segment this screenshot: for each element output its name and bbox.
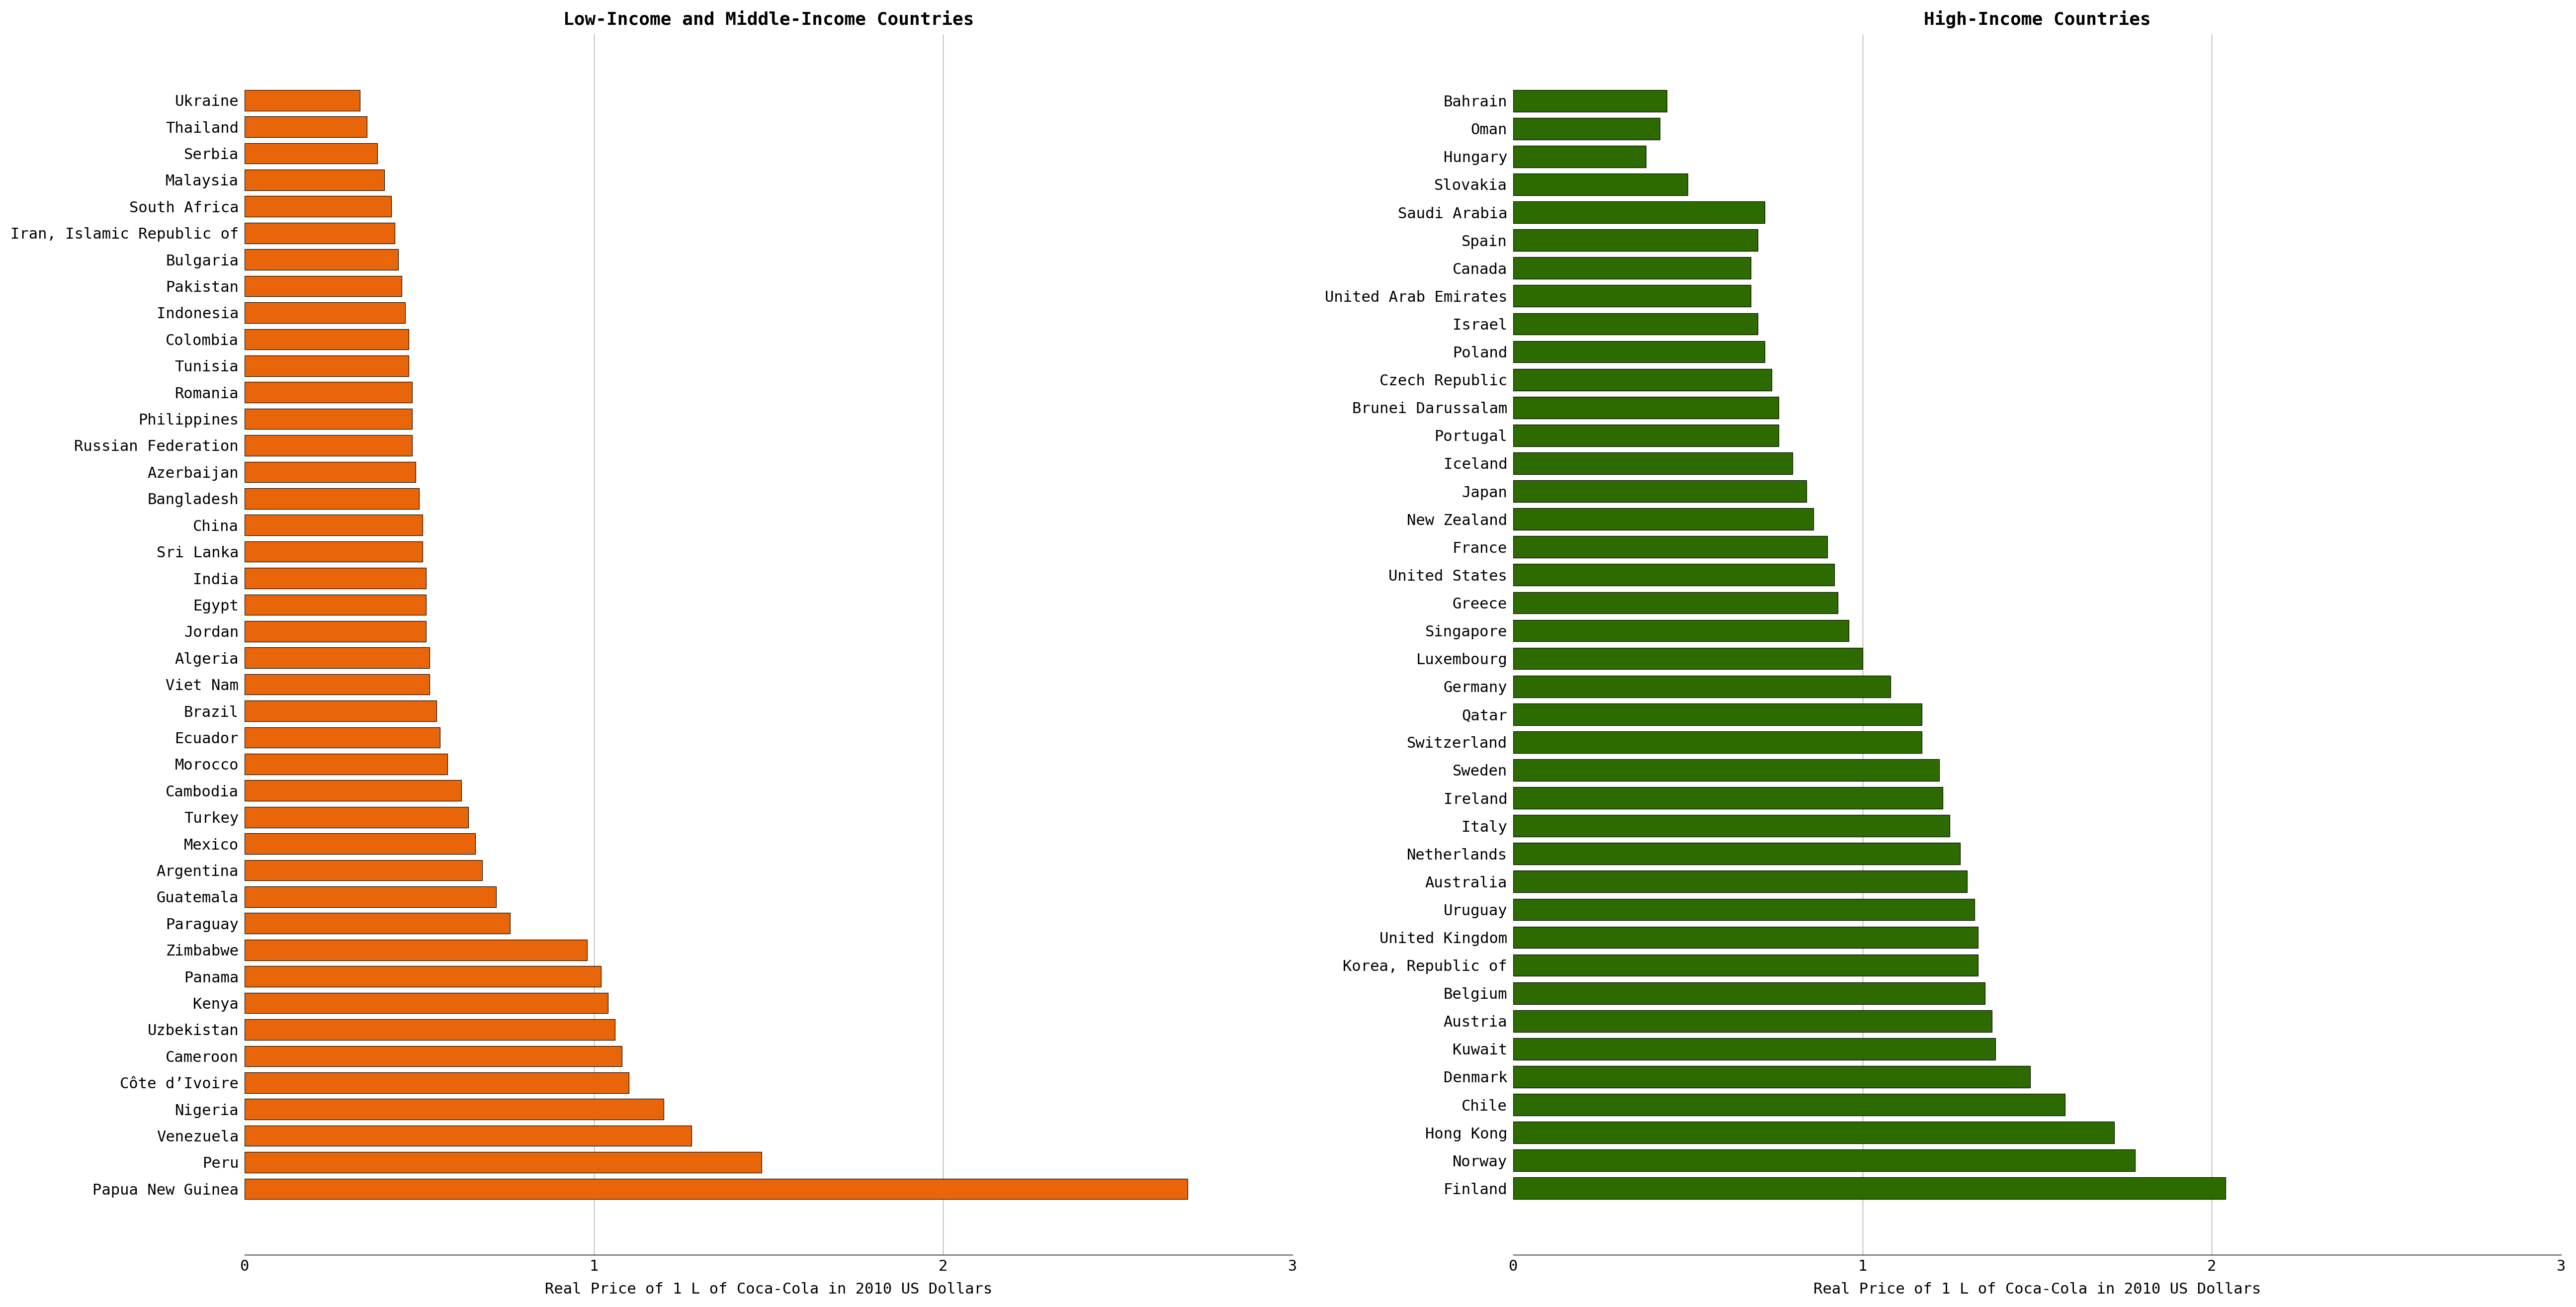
Bar — [245, 90, 361, 111]
Bar — [245, 116, 366, 137]
Bar — [1512, 312, 1757, 335]
Bar — [1512, 620, 1850, 642]
Bar — [1512, 1121, 2115, 1144]
Bar — [245, 142, 376, 163]
Bar — [1512, 927, 1978, 949]
Bar — [245, 701, 438, 721]
Bar — [245, 489, 420, 508]
Bar — [245, 1099, 665, 1120]
Bar — [1512, 118, 1659, 140]
Bar — [1512, 843, 1960, 865]
Bar — [1512, 174, 1687, 195]
Bar — [245, 754, 448, 775]
Bar — [1512, 676, 1891, 697]
Bar — [245, 356, 410, 376]
Bar — [245, 727, 440, 748]
Bar — [245, 940, 587, 961]
Bar — [245, 515, 422, 536]
Bar — [245, 382, 412, 403]
Bar — [245, 780, 461, 801]
Bar — [245, 1125, 693, 1146]
Bar — [245, 674, 430, 695]
Bar — [1512, 870, 1968, 893]
Bar — [1512, 536, 1826, 558]
Bar — [1512, 341, 1765, 362]
Bar — [1512, 1067, 2030, 1087]
Bar — [245, 276, 402, 297]
Bar — [1512, 90, 1667, 111]
Bar — [1512, 1038, 1996, 1060]
Bar — [1512, 396, 1777, 418]
Bar — [245, 435, 412, 456]
Bar — [1512, 201, 1765, 223]
Bar — [1512, 565, 1834, 586]
Bar — [245, 886, 497, 907]
Bar — [245, 1046, 621, 1067]
Bar — [1512, 285, 1752, 307]
Bar — [245, 621, 425, 642]
Bar — [245, 992, 608, 1013]
Bar — [1512, 425, 1777, 446]
Bar — [1512, 1150, 2136, 1171]
Bar — [245, 329, 410, 349]
Bar — [1512, 592, 1839, 613]
Bar — [245, 222, 394, 243]
Bar — [245, 1151, 762, 1172]
X-axis label: Real Price of 1 L of Coca-Cola in 2010 US Dollars: Real Price of 1 L of Coca-Cola in 2010 U… — [544, 1282, 992, 1297]
Bar — [245, 1179, 1188, 1200]
Title: High-Income Countries: High-Income Countries — [1924, 10, 2151, 29]
Bar — [1512, 508, 1814, 529]
Bar — [1512, 759, 1940, 780]
Bar — [1512, 703, 1922, 725]
Bar — [1512, 1094, 2066, 1116]
Bar — [245, 302, 404, 323]
Bar — [1512, 145, 1646, 167]
Bar — [245, 914, 510, 933]
Bar — [245, 1019, 616, 1040]
Bar — [245, 250, 399, 271]
Bar — [245, 834, 474, 853]
Bar — [1512, 816, 1950, 836]
Bar — [1512, 983, 1984, 1004]
Bar — [1512, 257, 1752, 278]
X-axis label: Real Price of 1 L of Coca-Cola in 2010 US Dollars: Real Price of 1 L of Coca-Cola in 2010 U… — [1814, 1282, 2262, 1297]
Bar — [1512, 954, 1978, 976]
Bar — [1512, 899, 1973, 920]
Bar — [245, 806, 469, 827]
Bar — [245, 461, 415, 482]
Bar — [245, 1072, 629, 1093]
Bar — [1512, 732, 1922, 753]
Bar — [245, 595, 425, 616]
Bar — [1512, 648, 1862, 669]
Bar — [1512, 452, 1793, 474]
Bar — [1512, 1010, 1991, 1033]
Bar — [1512, 369, 1772, 391]
Bar — [1512, 229, 1757, 251]
Bar — [245, 196, 392, 217]
Title: Low-Income and Middle-Income Countries: Low-Income and Middle-Income Countries — [564, 12, 974, 29]
Bar — [245, 860, 482, 881]
Bar — [245, 966, 600, 987]
Bar — [245, 170, 384, 191]
Bar — [1512, 480, 1806, 502]
Bar — [245, 541, 422, 562]
Bar — [1512, 1178, 2226, 1200]
Bar — [245, 409, 412, 429]
Bar — [245, 567, 425, 588]
Bar — [1512, 787, 1942, 809]
Bar — [245, 647, 430, 668]
